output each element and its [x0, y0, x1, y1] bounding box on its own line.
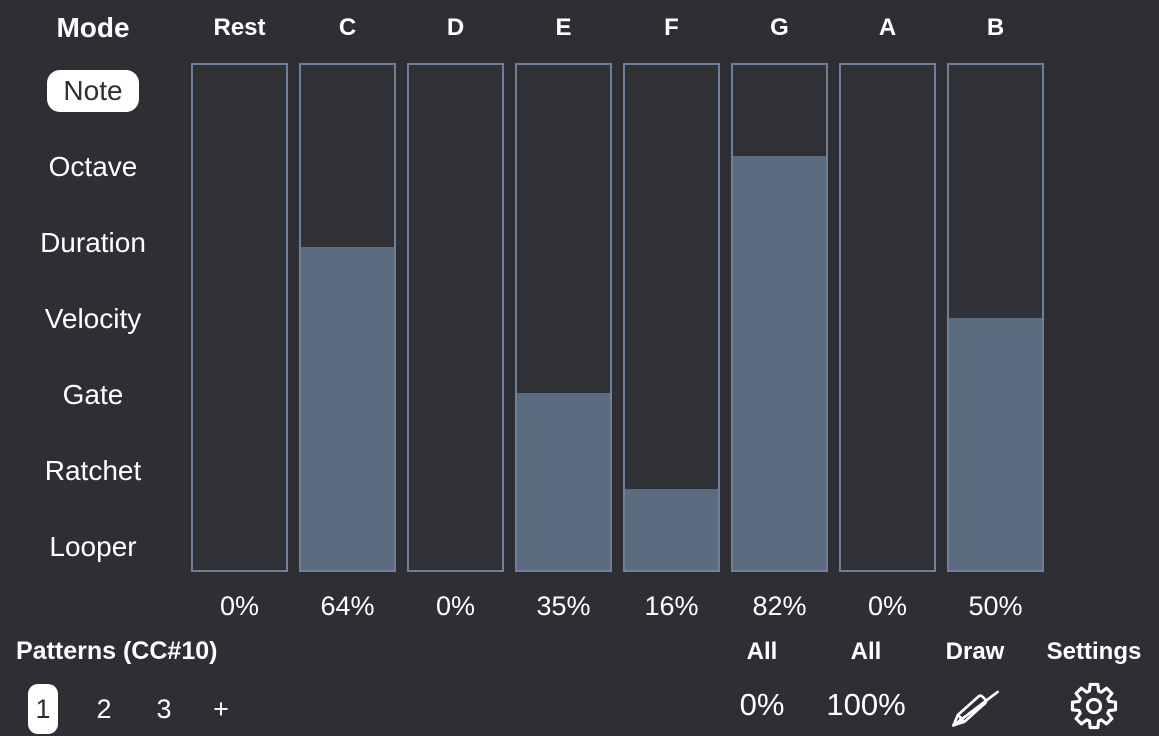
- bar-fill: [301, 246, 394, 570]
- bar-value: 0%: [219, 590, 260, 621]
- mode-item-looper[interactable]: Looper: [49, 531, 137, 562]
- bar-value: 35%: [536, 590, 591, 621]
- mode-item-duration[interactable]: Duration: [40, 227, 146, 258]
- mode-item-gate[interactable]: Gate: [62, 379, 124, 410]
- bar-column-e: E 35%: [515, 0, 612, 630]
- bar-value: 0%: [435, 590, 476, 621]
- pattern-button-1[interactable]: 1: [28, 684, 58, 734]
- bar-header: C: [338, 14, 357, 41]
- bar-header: G: [770, 14, 789, 41]
- bar-track[interactable]: [191, 63, 288, 572]
- bar-track[interactable]: [731, 63, 828, 572]
- settings-button[interactable]: [1029, 678, 1159, 734]
- bar-fill: [949, 317, 1042, 570]
- bar-header: E: [555, 14, 572, 41]
- settings-label: Settings: [1046, 638, 1142, 665]
- bar-column-rest: Rest 0%: [191, 0, 288, 630]
- bar-column-g: G 82%: [731, 0, 828, 630]
- bar-fill: [733, 155, 826, 570]
- bar-header: B: [986, 14, 1005, 41]
- bar-column-c: C 64%: [299, 0, 396, 630]
- pencil-icon: [948, 682, 1002, 730]
- bar-track[interactable]: [407, 63, 504, 572]
- pattern-button-2[interactable]: 2: [96, 693, 112, 724]
- all-max-value-button[interactable]: 100%: [826, 687, 906, 722]
- bar-value: 50%: [968, 590, 1023, 621]
- pattern-add-button[interactable]: +: [213, 693, 229, 724]
- mode-item-octave[interactable]: Octave: [48, 151, 138, 182]
- bar-header: A: [878, 14, 897, 41]
- bar-value: 64%: [320, 590, 375, 621]
- draw-control: Draw: [910, 636, 1040, 736]
- pattern-button-3[interactable]: 3: [156, 693, 172, 724]
- all-min-value-button[interactable]: 0%: [739, 687, 785, 722]
- all-max-label: All: [850, 638, 882, 665]
- bar-track[interactable]: [623, 63, 720, 572]
- all-min-label: All: [746, 638, 778, 665]
- bar-column-a: A 0%: [839, 0, 936, 630]
- bar-value: 82%: [752, 590, 807, 621]
- gear-icon: [1069, 681, 1119, 731]
- bar-value: 16%: [644, 590, 699, 621]
- bar-track[interactable]: [839, 63, 936, 572]
- bar-header: F: [664, 14, 679, 41]
- bar-column-d: D 0%: [407, 0, 504, 630]
- draw-label: Draw: [945, 638, 1005, 665]
- mode-item-note[interactable]: Note: [0, 65, 186, 117]
- all-max-control: All 100%: [801, 636, 931, 736]
- bar-column-b: B 50%: [947, 0, 1044, 630]
- mode-title: Mode: [56, 12, 130, 43]
- mode-item-ratchet[interactable]: Ratchet: [44, 455, 142, 486]
- mode-item-velocity[interactable]: Velocity: [44, 303, 142, 334]
- mode-item-note-label: Note: [47, 70, 139, 112]
- bar-fill: [517, 393, 610, 570]
- bar-header: D: [446, 14, 465, 41]
- draw-button[interactable]: [910, 678, 1040, 734]
- all-min-control: All 0%: [697, 636, 827, 736]
- mode-sidebar: Mode Note Octave Duration Velocity Gate …: [0, 0, 186, 620]
- bar-value: 0%: [867, 590, 908, 621]
- bar-header: Rest: [213, 14, 266, 41]
- bar-track[interactable]: [515, 63, 612, 572]
- settings-control: Settings: [1029, 636, 1159, 736]
- bar-track[interactable]: [947, 63, 1044, 572]
- bar-fill: [625, 489, 718, 570]
- patterns-title: Patterns (CC#10): [16, 637, 218, 665]
- bar-track[interactable]: [299, 63, 396, 572]
- bar-column-f: F 16%: [623, 0, 720, 630]
